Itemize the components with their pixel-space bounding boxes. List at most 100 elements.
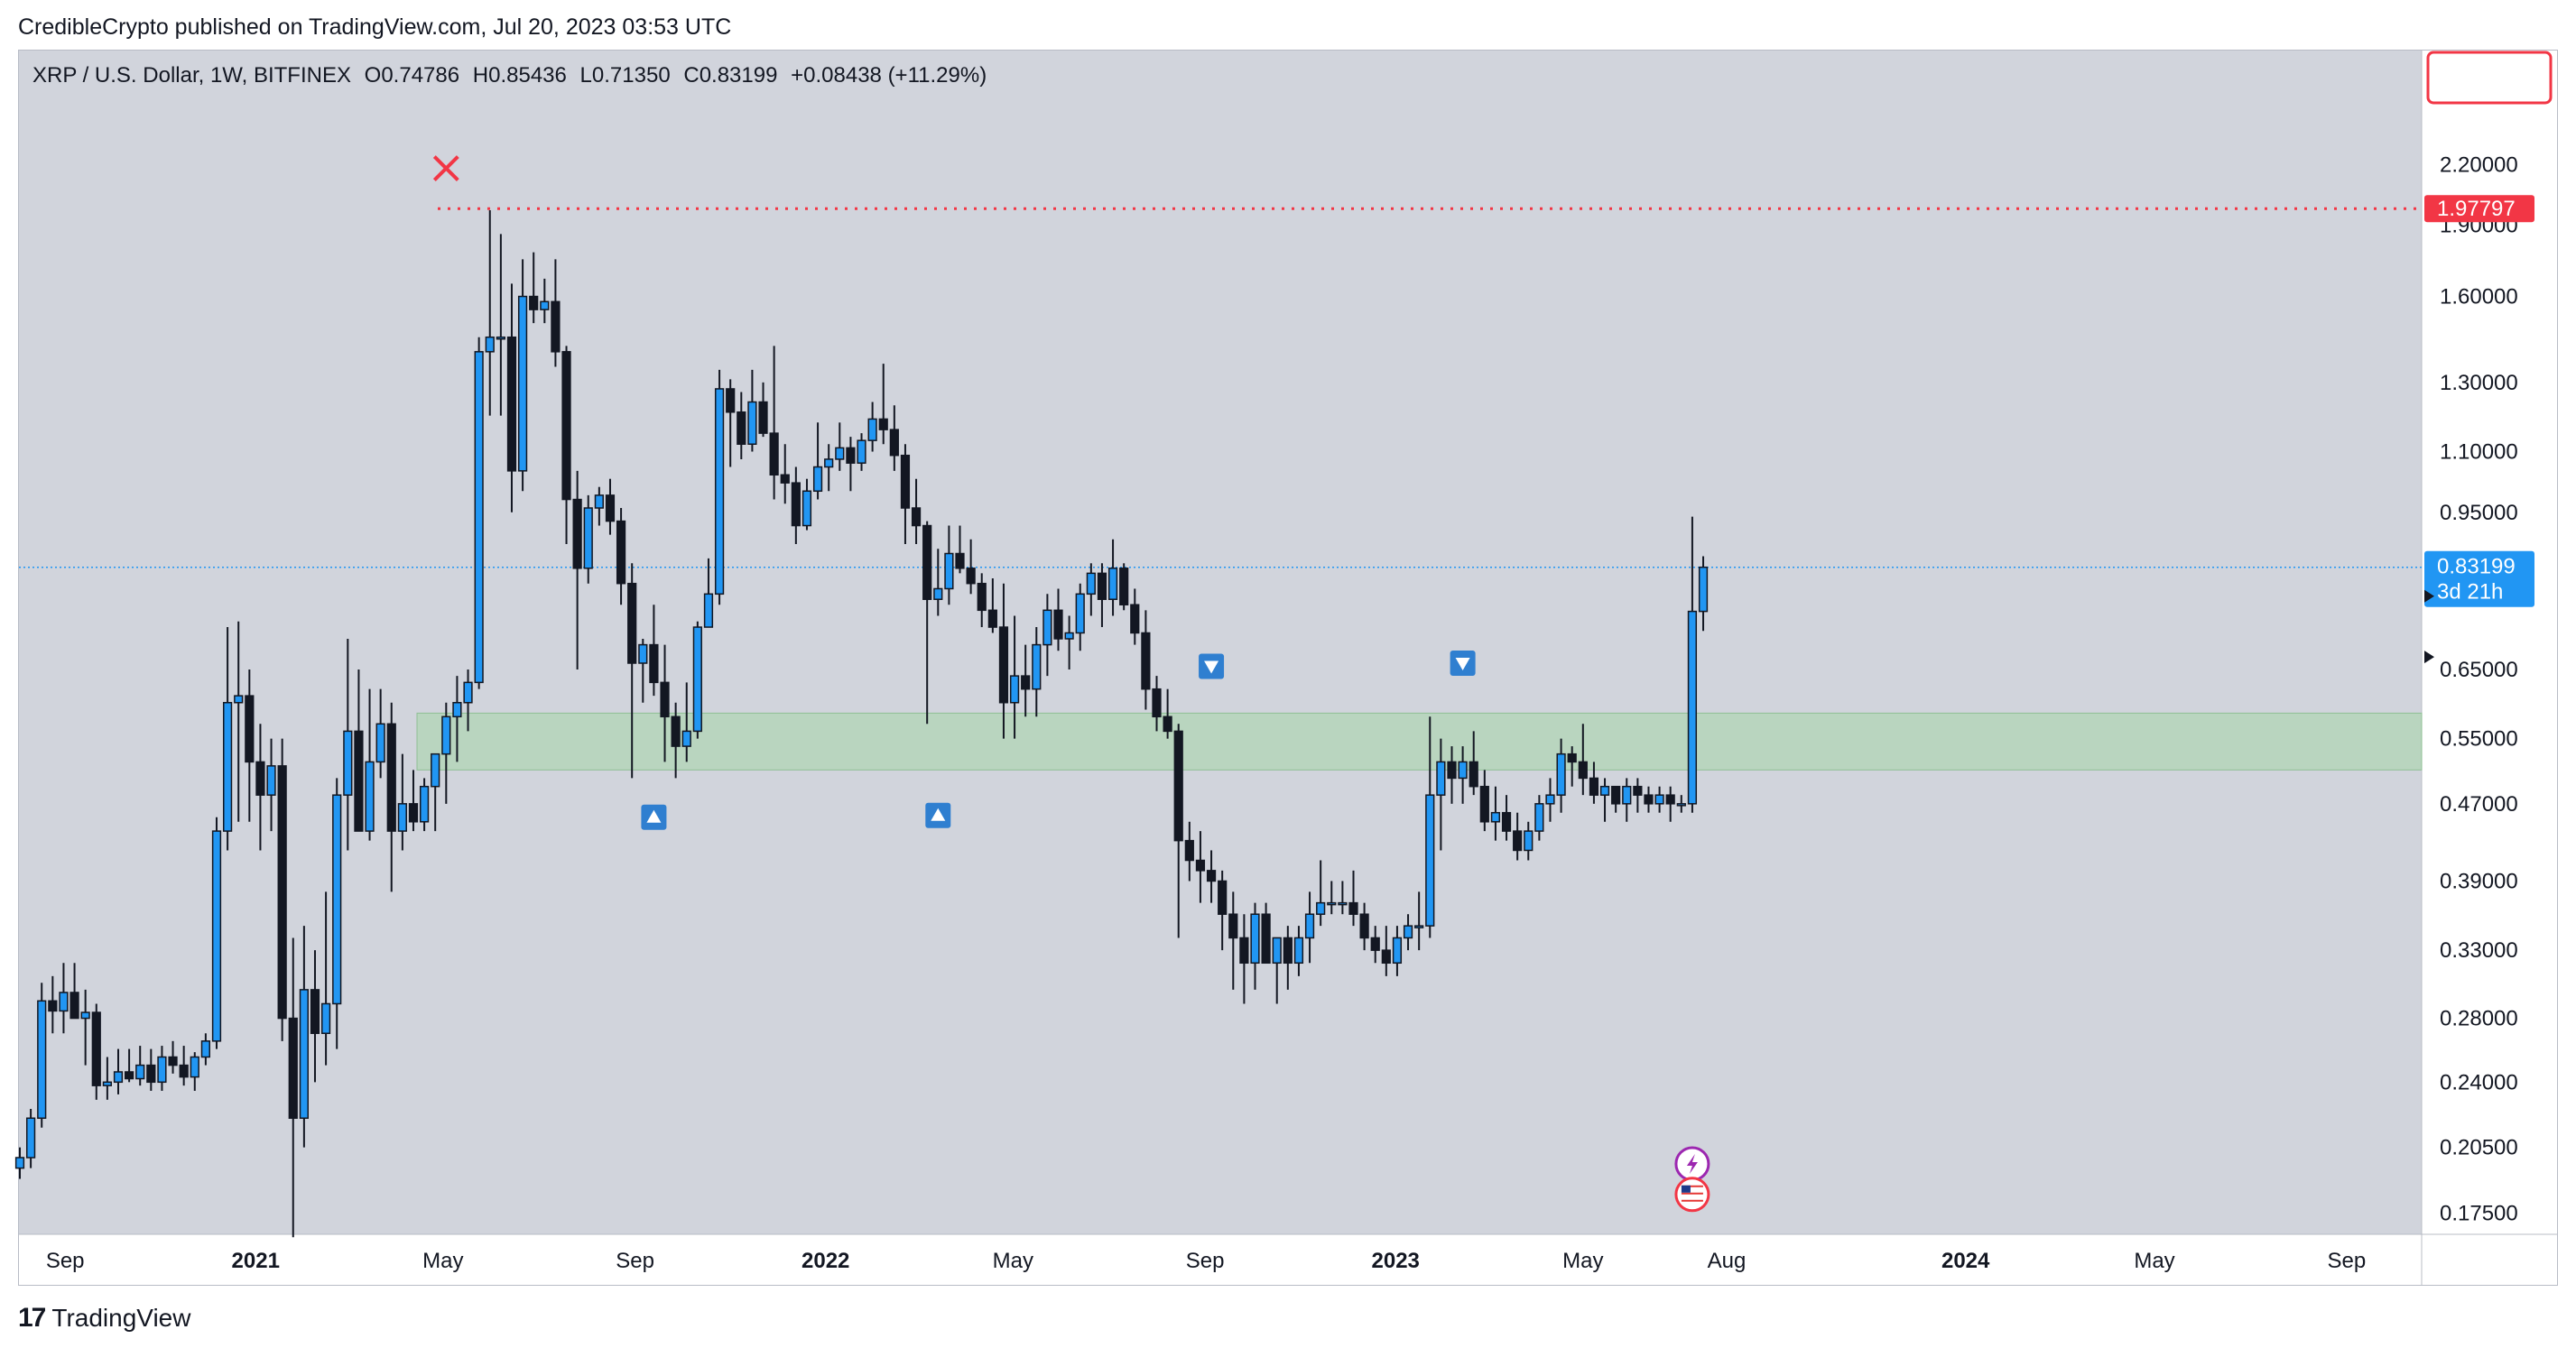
candle-body (812, 466, 823, 493)
arrow-glyph (646, 809, 662, 823)
candle (594, 486, 604, 526)
candle (1195, 831, 1206, 903)
candle-body (59, 992, 69, 1012)
candle-body (737, 411, 746, 445)
top-right-box[interactable] (2426, 51, 2553, 105)
candle-body (1479, 785, 1489, 823)
symbol-title[interactable]: XRP / U.S. Dollar, 1W, BITFINEX (32, 63, 351, 88)
tradingview-brand[interactable]: 17 TradingView (18, 1303, 190, 1334)
candle-body (1534, 803, 1544, 832)
candle (1578, 724, 1588, 796)
candle (157, 1046, 167, 1091)
candle-body (1447, 761, 1457, 780)
candle-body (966, 568, 976, 585)
candle-body (48, 1000, 58, 1012)
candle-body (561, 351, 571, 501)
candle (1359, 902, 1369, 951)
candle-body (1644, 794, 1654, 805)
candle (1567, 746, 1577, 787)
flag-stripe (1681, 1185, 1703, 1187)
candle (80, 989, 90, 1066)
candle (419, 778, 430, 832)
candle (987, 577, 997, 633)
candle-body (1272, 937, 1282, 965)
candle-body (1425, 794, 1435, 927)
candle-body (529, 295, 539, 310)
candle-body (124, 1071, 134, 1080)
candle (835, 422, 845, 471)
candle-body (551, 300, 561, 353)
candle-body (572, 498, 582, 569)
candle (977, 573, 987, 628)
candle (506, 283, 517, 512)
candle-body (474, 351, 484, 684)
candle-body (365, 761, 375, 832)
candle (605, 478, 616, 535)
candle (681, 682, 691, 762)
candle (26, 1108, 36, 1168)
y-tick-label: 1.60000 (2440, 285, 2518, 309)
y-tick-label: 0.39000 (2440, 869, 2518, 893)
candle (1293, 926, 1304, 976)
price-scale[interactable] (2422, 51, 2557, 1234)
candle (288, 937, 298, 1238)
publish-info: CredibleCrypto published on TradingView.… (18, 14, 732, 40)
candle (737, 392, 746, 459)
x-tick-label: Sep (2327, 1249, 2366, 1273)
candle (452, 676, 462, 762)
candle (113, 1048, 124, 1094)
candle (1524, 821, 1534, 861)
candle (1218, 870, 1228, 951)
candle-body (1556, 752, 1566, 796)
candle-body (1250, 913, 1260, 965)
candle-body (900, 454, 911, 509)
candle-body (878, 418, 888, 430)
flag-stripe (1681, 1188, 1703, 1191)
resistance-price-tag: 1.97797 (2424, 195, 2534, 223)
candle-body (179, 1064, 189, 1078)
time-scale[interactable] (19, 1234, 2557, 1285)
x-mark-stroke (432, 155, 459, 181)
candle (255, 724, 265, 851)
up-arrow-icon (641, 804, 667, 830)
candle-body (1392, 937, 1403, 965)
chart-area[interactable] (18, 50, 2558, 1286)
candle (200, 1033, 210, 1066)
candle-body (1130, 604, 1140, 634)
candle (517, 259, 528, 492)
candle (37, 983, 47, 1128)
candle-body (846, 447, 856, 464)
candle-body (320, 1002, 331, 1035)
candle-body (1578, 761, 1588, 780)
candle (1086, 563, 1096, 616)
candle-body (1021, 675, 1031, 690)
candle-body (485, 336, 495, 353)
candle-body (594, 494, 604, 509)
candle-body (1206, 870, 1217, 882)
y-tick-label: 0.24000 (2440, 1070, 2518, 1094)
candle-body (857, 439, 866, 464)
candle (1458, 746, 1468, 804)
candle (69, 963, 79, 1020)
close-value: C0.83199 (683, 63, 778, 88)
candle (966, 539, 976, 595)
candle (933, 549, 943, 616)
y-tick-label: 0.20500 (2440, 1136, 2518, 1160)
candle-body (1053, 609, 1063, 640)
candle-body (135, 1064, 145, 1080)
candle (1316, 860, 1326, 927)
support-zone-layer (416, 712, 2423, 771)
candle (1425, 716, 1435, 938)
chart-pane[interactable] (19, 51, 2422, 1234)
candle (812, 422, 823, 500)
candle-body (681, 730, 691, 747)
candle-body (299, 989, 309, 1120)
candle (692, 621, 702, 739)
candle-body (987, 609, 997, 628)
candle-body (911, 507, 922, 527)
candle-body (1042, 609, 1052, 646)
x-tick-label: May (993, 1249, 1033, 1273)
candle-body (1524, 830, 1534, 852)
x-tick-label: May (1562, 1249, 1603, 1273)
